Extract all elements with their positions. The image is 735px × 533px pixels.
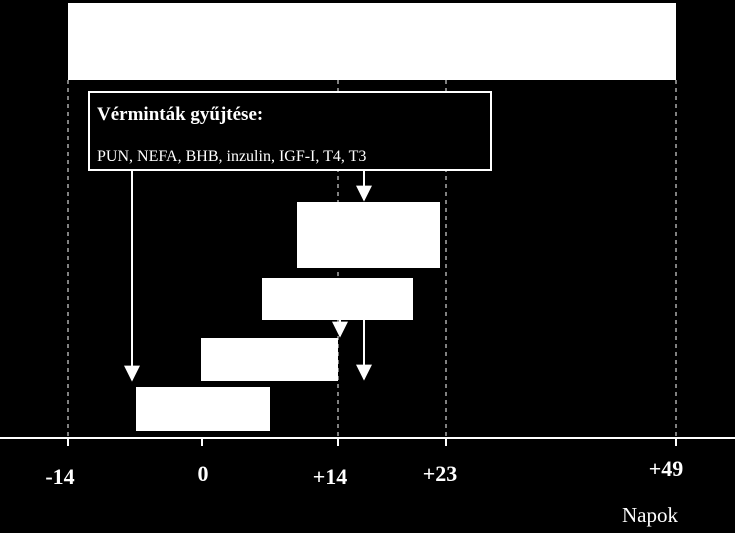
samples-box [88,91,492,171]
axis-label: Napok [622,503,678,527]
arrows [124,170,372,382]
tick-label: -14 [45,464,74,489]
axis [0,437,735,446]
tick-label: 0 [198,461,209,486]
header-block [68,3,676,80]
tick-label: +23 [423,461,458,486]
tick-label: +14 [313,464,348,489]
tick-label: +49 [649,456,684,481]
period-blocks [136,202,440,431]
samples-items: PUN, NEFA, BHB, inzulin, IGF-I, T4, T3 [97,148,366,165]
samples-title: Vérminták gyűjtése: [97,104,263,125]
